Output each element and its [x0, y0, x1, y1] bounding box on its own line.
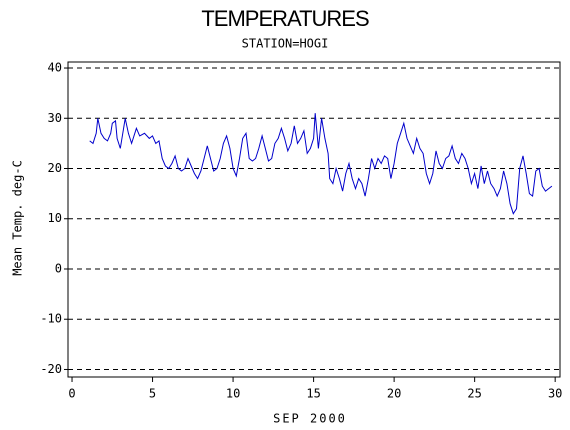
x-tick-label: 20	[387, 387, 401, 401]
chart-title: TEMPERATURES	[201, 6, 369, 31]
y-tick-label: 20	[48, 161, 62, 175]
x-tick-label: 15	[306, 387, 320, 401]
y-tick-label: -10	[40, 312, 62, 326]
y-tick-label: 0	[55, 261, 62, 275]
x-tick-label: 5	[149, 387, 156, 401]
x-tick-label: 10	[226, 387, 240, 401]
y-tick-label: 30	[48, 111, 62, 125]
y-tick-label: -20	[40, 362, 62, 376]
plot-frame	[67, 61, 561, 378]
chart-subtitle: STATION=HOGI	[242, 37, 329, 51]
y-axis-label: Mean Temp. deg-C	[11, 160, 25, 276]
y-tick-label: 40	[48, 61, 62, 75]
y-tick-label: 10	[48, 211, 62, 225]
x-tick-label: 25	[467, 387, 481, 401]
x-tick-label: 30	[548, 387, 562, 401]
line-series	[89, 113, 553, 215]
x-tick-label: 0	[68, 387, 75, 401]
x-axis-label: SEP 2000	[273, 412, 347, 426]
